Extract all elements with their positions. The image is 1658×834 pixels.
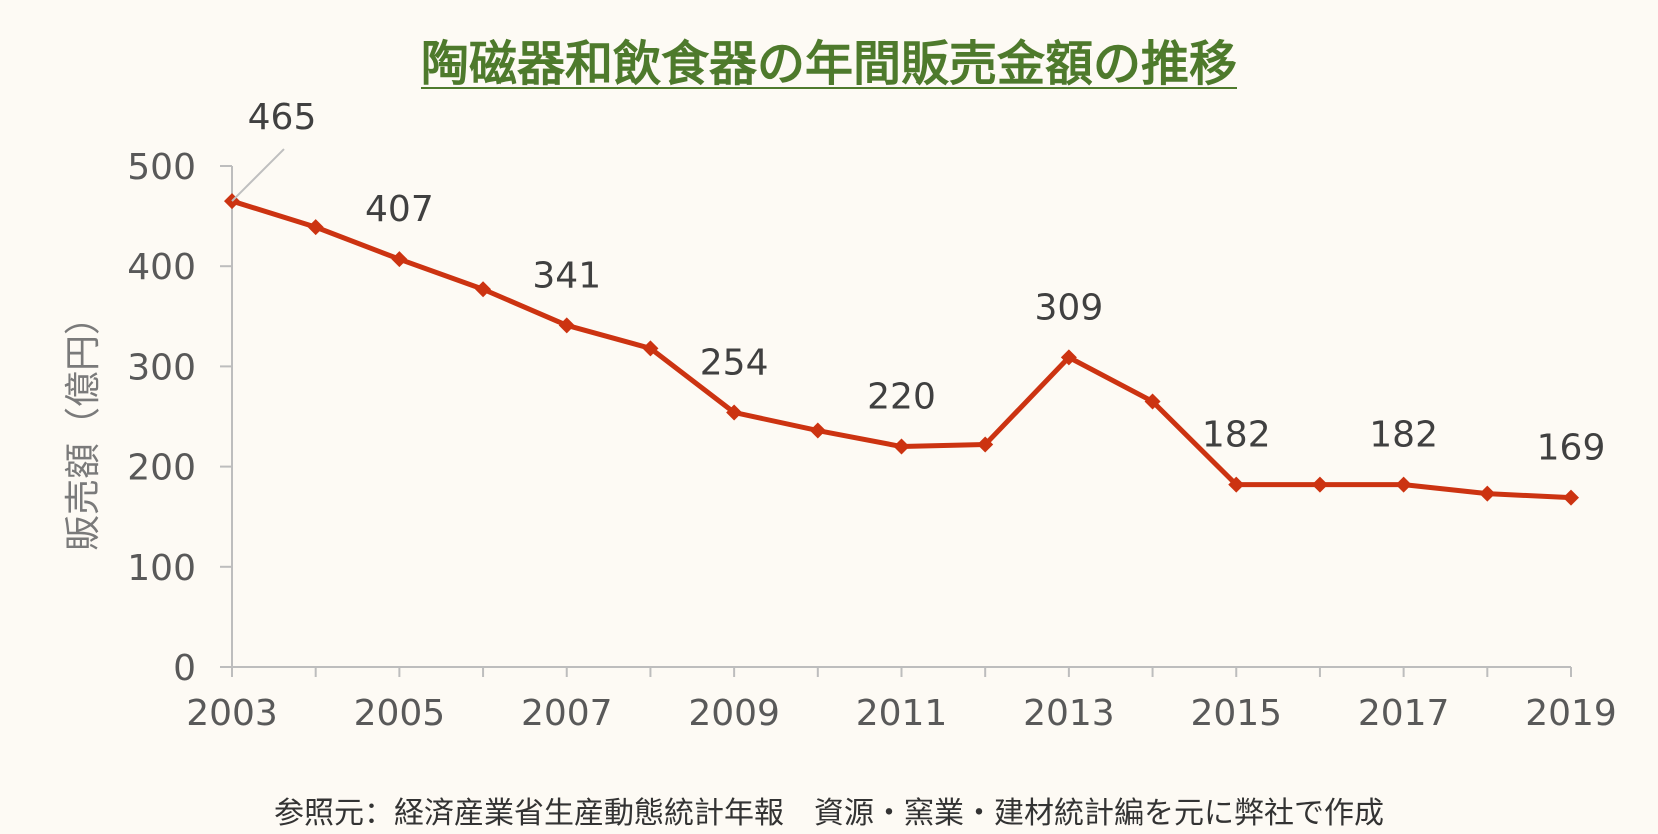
x-tick-label: 2017 [1358, 693, 1450, 734]
chart-title: 陶磁器和飲食器の年間販売金額の推移 [0, 24, 1658, 94]
y-tick-label: 300 [127, 347, 196, 388]
y-tick-label: 0 [173, 648, 196, 689]
x-axis-ticks: 2003 2005 2007 2009 2011 2013 2015 2017 2019 [186, 667, 1617, 734]
data-label: 341 [532, 255, 601, 296]
y-tick-label: 400 [127, 247, 196, 288]
data-point [558, 317, 575, 334]
data-point [809, 422, 826, 439]
data-label-leader [231, 148, 285, 202]
data-point [391, 251, 408, 268]
data-point [475, 281, 492, 298]
x-tick-label: 2019 [1525, 693, 1617, 734]
y-tick-label: 500 [127, 147, 196, 188]
x-tick-label: 2003 [186, 693, 278, 734]
data-point [1144, 393, 1161, 410]
data-point [642, 340, 659, 357]
x-tick-label: 2005 [354, 693, 446, 734]
data-point [1060, 349, 1077, 366]
data-point [1311, 476, 1328, 493]
data-series [224, 193, 1579, 506]
data-label: 254 [700, 342, 769, 383]
x-tick-label: 2007 [521, 693, 613, 734]
data-label: 169 [1537, 428, 1606, 469]
y-tick-label: 100 [127, 548, 196, 589]
x-tick-label: 2013 [1023, 693, 1115, 734]
data-point [726, 404, 743, 421]
x-tick-label: 2009 [688, 693, 780, 734]
data-label: 309 [1035, 287, 1104, 328]
data-point [1395, 476, 1412, 493]
data-label: 407 [365, 189, 434, 230]
y-axis-label: 販売額（億円） [63, 299, 104, 551]
data-label: 465 [248, 97, 317, 138]
data-point [893, 438, 910, 455]
data-point [1563, 489, 1579, 506]
data-point [1228, 476, 1245, 493]
y-tick-label: 200 [127, 448, 196, 489]
chart-title-text: 陶磁器和飲食器の年間販売金額の推移 [420, 36, 1237, 92]
source-note: 参照元：経済産業省生産動態統計年報 資源・窯業・建材統計編を元に弊社で作成 [274, 796, 1384, 831]
data-point [977, 436, 994, 453]
data-label: 220 [867, 377, 936, 418]
data-point [1479, 485, 1496, 502]
x-tick-label: 2015 [1190, 693, 1282, 734]
x-tick-label: 2011 [856, 693, 948, 734]
data-point [307, 219, 324, 236]
data-label: 182 [1369, 415, 1438, 456]
data-label: 182 [1202, 415, 1271, 456]
y-axis-ticks: 0 100 200 300 400 500 [127, 147, 232, 689]
data-labels: 465 407 341 254 220 309 182 182 169 [231, 97, 1606, 469]
